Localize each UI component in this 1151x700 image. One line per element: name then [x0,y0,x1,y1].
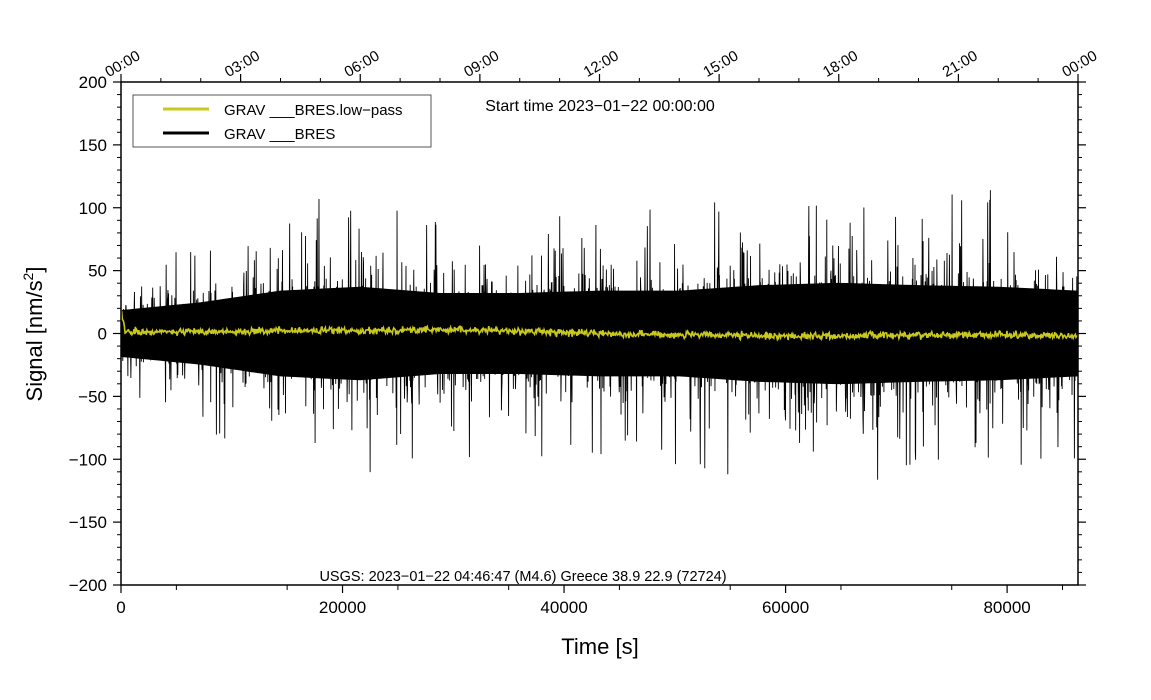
top-tick-label: 00:00 [1059,47,1100,80]
top-time-axis: 00:00 03:00 06:00 09:00 12:00 15:00 18:00 21:00… [102,47,1100,82]
y-axis-label-base: Signal [nm/s [22,280,47,401]
y-tick-label: −150 [69,513,107,532]
y-tick-label: 200 [79,73,107,92]
x-axis-label: Time [s] [561,634,638,659]
x-tick-label: 0 [116,598,125,617]
y-tick-label: 100 [79,199,107,218]
x-tick-label: 40000 [540,598,587,617]
top-tick-label: 21:00 [940,47,981,80]
event-annotation: USGS: 2023−01−22 04:46:47 (M4.6) Greece … [319,569,726,585]
y-tick-label: −100 [69,450,107,469]
y-axis-label-tail: ] [22,267,47,273]
y-tick-label: 0 [98,325,107,344]
x-tick-label: 80000 [983,598,1030,617]
top-tick-label: 00:00 [102,47,143,80]
x-tick-label: 60000 [762,598,809,617]
top-tick-label: 12:00 [581,47,622,80]
y-axis: −200 −150 −100 −50 0 50 100 150 200 [69,73,1086,595]
lowpass-signal-line [120,309,1079,343]
y-tick-label: −50 [78,387,107,406]
legend-box [132,94,432,148]
y-axis-label-sup: 2 [20,272,36,280]
y-tick-label: 50 [88,262,107,281]
legend-label-lowpass: GRAV ___BRES.low−pass [224,102,403,119]
top-tick-label: 09:00 [461,47,502,80]
series-lowpass-signal [120,309,1079,343]
x-axis: 0 20000 40000 60000 80000 [116,585,1063,617]
x-tick-label: 20000 [319,598,366,617]
legend-label-raw: GRAV ___BRES [224,126,335,143]
y-tick-label: 150 [79,136,107,155]
start-time-label: Start time 2023−01−22 00:00:00 [485,98,715,115]
top-tick-label: 03:00 [222,47,263,80]
y-axis-label: Signal [nm/s2] [20,267,47,402]
top-tick-label: 18:00 [820,47,861,80]
legend: GRAV ___BRES.low−pass GRAV ___BRES [132,94,432,148]
top-tick-label: 06:00 [341,47,382,80]
top-tick-label: 15:00 [700,47,741,80]
y-tick-label: −200 [69,576,107,595]
